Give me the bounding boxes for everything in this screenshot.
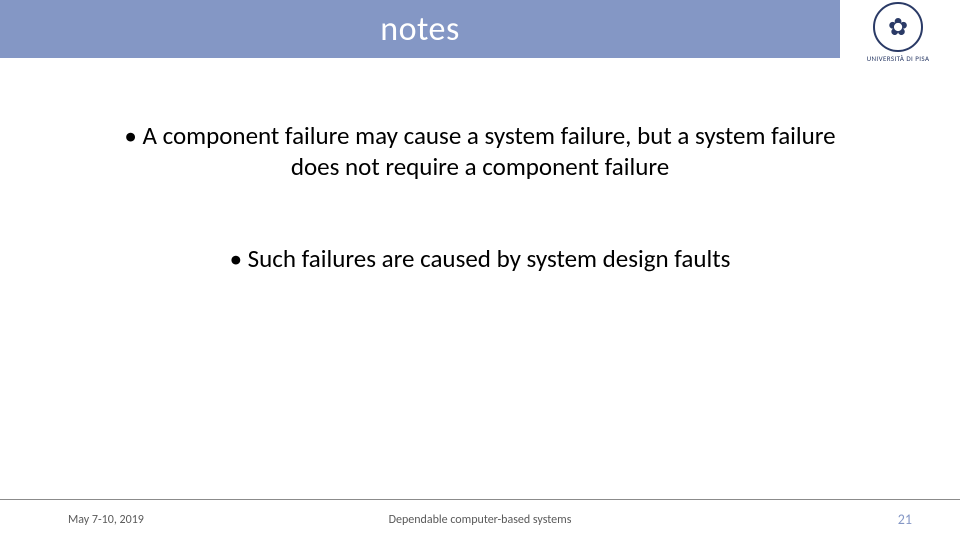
- seal-icon: ✿: [873, 2, 923, 52]
- slide-body: • A component failure may cause a system…: [0, 120, 960, 274]
- slide-title: notes: [380, 9, 460, 50]
- page-number: 21: [898, 511, 912, 528]
- bullet-1-line-1: • A component failure may cause a system…: [70, 120, 890, 151]
- footer: May 7-10, 2019 Dependable computer-based…: [0, 511, 960, 528]
- bullet-1: • A component failure may cause a system…: [0, 120, 960, 183]
- bullet-1-line-2: does not require a component failure: [70, 151, 890, 182]
- footer-date: May 7-10, 2019: [68, 513, 144, 527]
- logo-caption: UNIVERSITÀ DI PISA: [848, 54, 948, 63]
- footer-title: Dependable computer-based systems: [389, 513, 572, 527]
- bullet-2: • Such failures are caused by system des…: [0, 243, 960, 274]
- slide: notes ✿ UNIVERSITÀ DI PISA • A component…: [0, 0, 960, 540]
- title-bar: notes: [0, 0, 840, 58]
- university-logo: ✿ UNIVERSITÀ DI PISA: [848, 2, 948, 63]
- footer-rule: [0, 499, 960, 500]
